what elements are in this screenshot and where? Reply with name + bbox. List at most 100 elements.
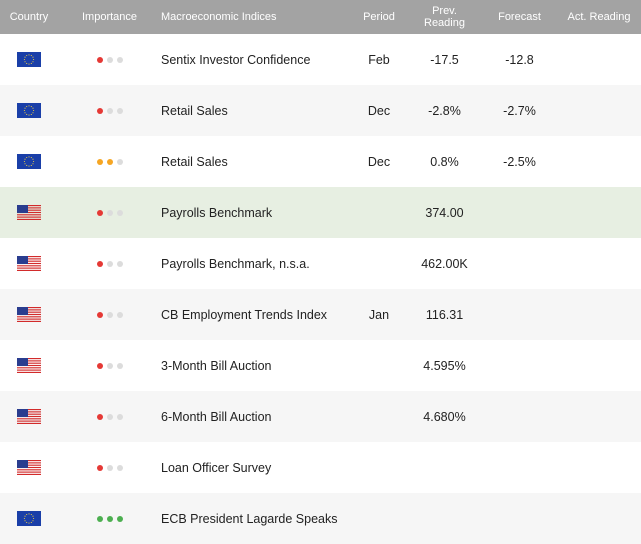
period-cell: Jan	[368, 307, 390, 322]
period-cell: Feb	[368, 52, 390, 67]
importance-cell	[58, 362, 161, 369]
importance-dot	[116, 464, 123, 471]
header-period[interactable]: Period	[363, 11, 395, 23]
importance-cell	[58, 464, 161, 471]
importance-dot	[106, 158, 113, 165]
country-cell	[0, 154, 58, 169]
table-row[interactable]: Sentix Investor Confidence Feb -17.5 -12.8	[0, 34, 641, 85]
header-prev-line1: Prev.	[432, 5, 457, 17]
header-importance[interactable]: Importance	[81, 11, 138, 23]
importance-cell	[58, 209, 161, 216]
importance-cell	[58, 515, 161, 522]
us-flag-icon	[17, 307, 41, 322]
importance-dot	[106, 260, 113, 267]
indicator-name[interactable]: ECB President Lagarde Speaks	[161, 511, 338, 526]
importance-cell	[58, 311, 161, 318]
header-actual[interactable]: Act. Reading	[567, 11, 631, 23]
country-cell	[0, 103, 58, 118]
prev-reading-cell: 462.00K	[421, 256, 468, 271]
indicator-name[interactable]: 6-Month Bill Auction	[161, 409, 272, 424]
table-row[interactable]: Retail Sales Dec 0.8% -2.5%	[0, 136, 641, 187]
country-cell	[0, 307, 58, 322]
table-row[interactable]: 3-Month Bill Auction 4.595%	[0, 340, 641, 391]
table-row[interactable]: 6-Month Bill Auction 4.680%	[0, 391, 641, 442]
prev-reading-cell: -17.5	[430, 52, 459, 67]
indicator-name[interactable]: Payrolls Benchmark	[161, 205, 273, 220]
importance-dot	[116, 107, 123, 114]
importance-dot	[96, 515, 103, 522]
header-country[interactable]: Country	[9, 11, 49, 23]
importance-dot	[116, 56, 123, 63]
eu-flag-icon	[17, 52, 41, 67]
table-row[interactable]: ECB President Lagarde Speaks	[0, 493, 641, 544]
importance-dot	[96, 413, 103, 420]
importance-dot	[116, 413, 123, 420]
importance-dot	[96, 311, 103, 318]
importance-dot	[96, 107, 103, 114]
importance-dot	[106, 413, 113, 420]
indicator-name[interactable]: Loan Officer Survey	[161, 460, 272, 475]
forecast-cell: -12.8	[505, 52, 534, 67]
header-prev-line2: Reading	[424, 17, 465, 29]
importance-dot	[116, 260, 123, 267]
table-row[interactable]: Loan Officer Survey	[0, 442, 641, 493]
importance-dot	[96, 362, 103, 369]
country-cell	[0, 256, 58, 271]
forecast-cell: -2.5%	[503, 154, 536, 169]
table-row[interactable]: Payrolls Benchmark 374.00	[0, 187, 641, 238]
importance-dot	[116, 362, 123, 369]
importance-dot	[116, 209, 123, 216]
importance-dot	[106, 107, 113, 114]
table-body: Sentix Investor Confidence Feb -17.5 -12.8 R…	[0, 34, 641, 544]
indicator-name[interactable]: Sentix Investor Confidence	[161, 52, 311, 67]
period-cell: Dec	[367, 154, 391, 169]
header-prev-reading[interactable]: Prev. Reading	[407, 5, 482, 29]
country-cell	[0, 52, 58, 67]
importance-dot	[96, 209, 103, 216]
indicator-name[interactable]: CB Employment Trends Index	[161, 307, 328, 322]
prev-reading-cell: 4.595%	[423, 358, 466, 373]
importance-cell	[58, 413, 161, 420]
importance-dot	[106, 362, 113, 369]
period-cell: Dec	[367, 103, 391, 118]
eu-flag-icon	[17, 154, 41, 169]
importance-cell	[58, 107, 161, 114]
country-cell	[0, 205, 58, 220]
importance-dot	[96, 158, 103, 165]
importance-dot	[106, 464, 113, 471]
indicator-name[interactable]: Retail Sales	[161, 103, 228, 118]
us-flag-icon	[17, 358, 41, 373]
country-cell	[0, 460, 58, 475]
us-flag-icon	[17, 205, 41, 220]
us-flag-icon	[17, 409, 41, 424]
country-cell	[0, 409, 58, 424]
eu-flag-icon	[17, 511, 41, 526]
importance-dot	[96, 464, 103, 471]
indicator-name[interactable]: 3-Month Bill Auction	[161, 358, 272, 373]
forecast-cell: -2.7%	[503, 103, 536, 118]
header-forecast[interactable]: Forecast	[498, 11, 541, 23]
importance-dot	[96, 260, 103, 267]
importance-dot	[106, 209, 113, 216]
table-row[interactable]: Retail Sales Dec -2.8% -2.7%	[0, 85, 641, 136]
prev-reading-cell: 0.8%	[430, 154, 459, 169]
prev-reading-cell: -2.8%	[428, 103, 461, 118]
importance-dot	[116, 158, 123, 165]
header-indices[interactable]: Macroeconomic Indices	[161, 11, 277, 23]
table-row[interactable]: Payrolls Benchmark, n.s.a. 462.00K	[0, 238, 641, 289]
importance-dot	[106, 311, 113, 318]
us-flag-icon	[17, 460, 41, 475]
indicator-name[interactable]: Payrolls Benchmark, n.s.a.	[161, 256, 310, 271]
importance-cell	[58, 260, 161, 267]
prev-reading-cell: 116.31	[425, 307, 464, 322]
table-header: Country Importance Macroeconomic Indices…	[0, 0, 641, 34]
eu-flag-icon	[17, 103, 41, 118]
importance-dot	[116, 515, 123, 522]
table-row[interactable]: CB Employment Trends Index Jan 116.31	[0, 289, 641, 340]
importance-dot	[106, 56, 113, 63]
importance-dot	[116, 311, 123, 318]
importance-cell	[58, 158, 161, 165]
indicator-name[interactable]: Retail Sales	[161, 154, 228, 169]
country-cell	[0, 358, 58, 373]
